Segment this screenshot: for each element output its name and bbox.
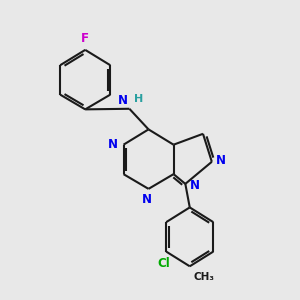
Text: N: N (108, 138, 118, 151)
Text: Cl: Cl (157, 257, 169, 270)
Text: N: N (190, 179, 200, 192)
Text: N: N (142, 193, 152, 206)
Text: N: N (216, 154, 226, 167)
Text: F: F (81, 32, 89, 45)
Text: N: N (118, 94, 128, 107)
Text: H: H (134, 94, 143, 104)
Text: CH₃: CH₃ (193, 272, 214, 282)
